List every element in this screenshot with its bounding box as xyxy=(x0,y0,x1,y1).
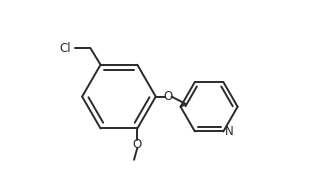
Text: O: O xyxy=(164,90,173,103)
Text: N: N xyxy=(225,125,234,138)
Text: Cl: Cl xyxy=(60,42,71,55)
Text: O: O xyxy=(133,138,142,151)
